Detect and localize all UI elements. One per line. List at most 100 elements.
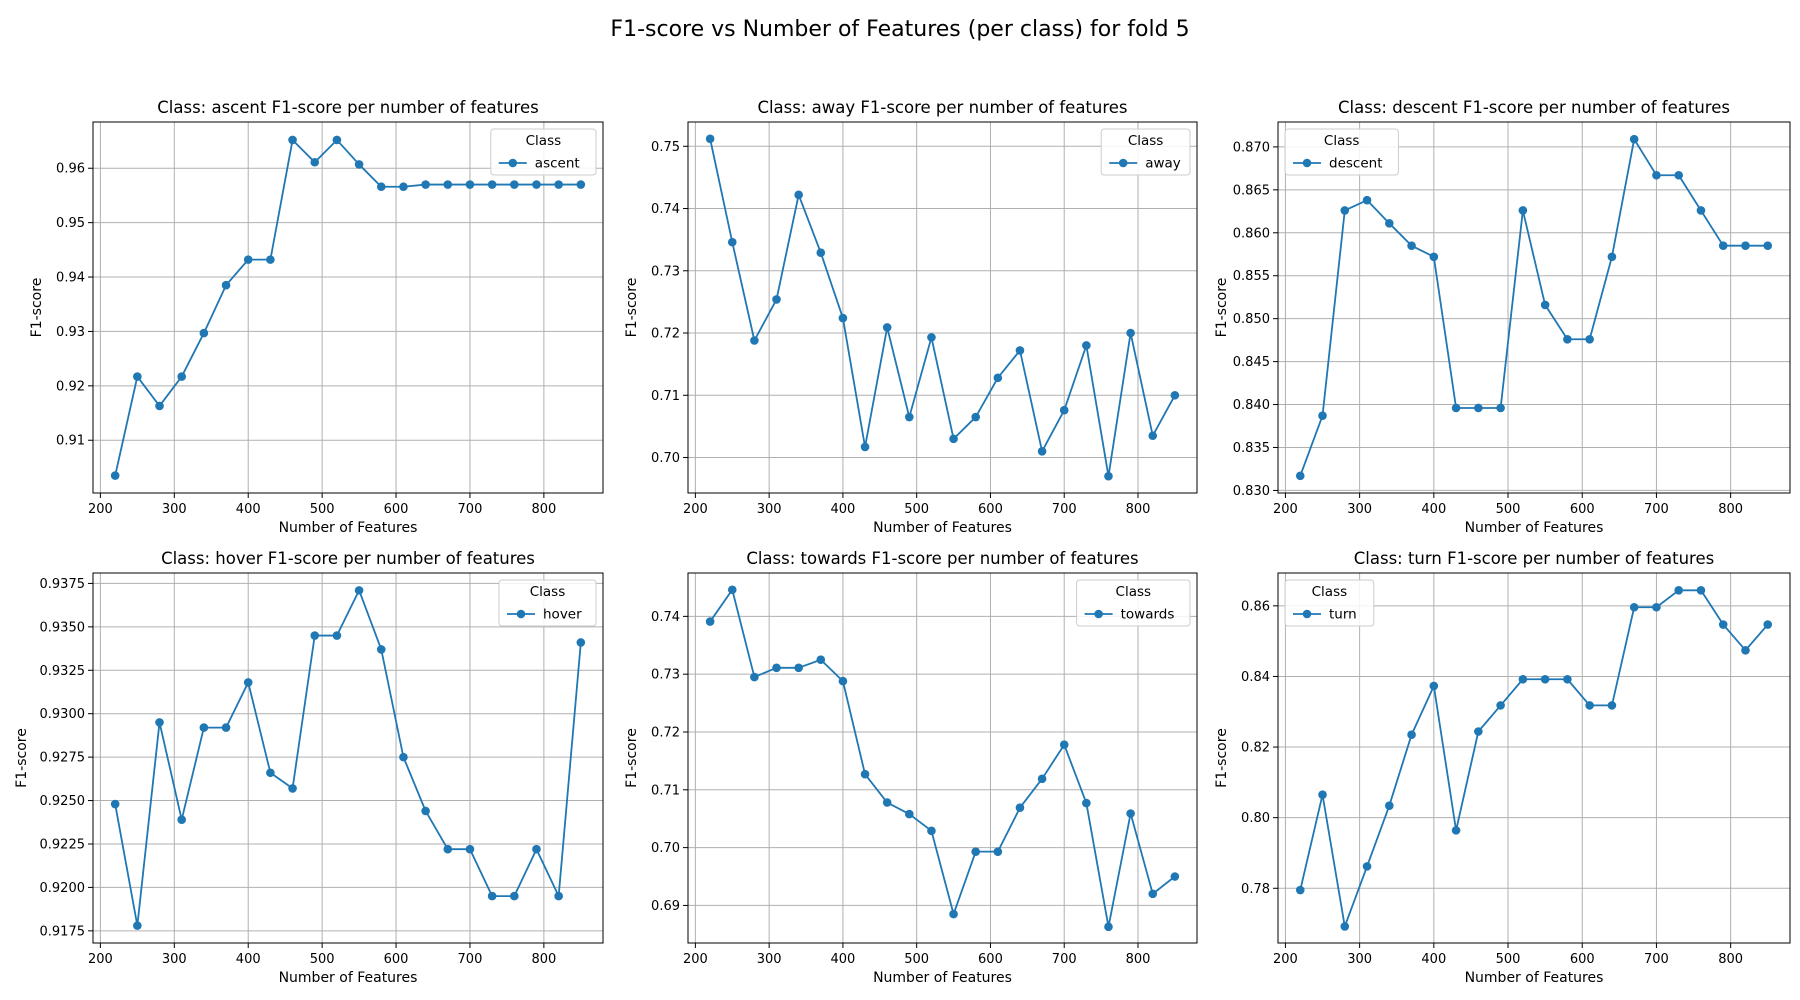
series-line bbox=[1299, 138, 1768, 477]
data-point bbox=[1104, 922, 1113, 932]
data-point bbox=[1763, 241, 1773, 250]
y-tick-label: 0.74 bbox=[651, 202, 680, 217]
x-axis-label: Number of Features bbox=[873, 520, 1012, 536]
data-point bbox=[794, 190, 803, 200]
data-point bbox=[1318, 790, 1327, 800]
x-tick-label: 200 bbox=[88, 502, 113, 517]
data-point bbox=[750, 336, 759, 345]
data-point bbox=[376, 182, 386, 192]
chart-title: Class: ascent F1-score per number of fea… bbox=[157, 98, 538, 117]
data-point bbox=[554, 891, 563, 901]
y-axis-label: F1-score bbox=[624, 278, 640, 338]
data-point bbox=[1718, 241, 1728, 250]
x-tick-label: 700 bbox=[1644, 952, 1669, 967]
legend: Class turn bbox=[1284, 579, 1375, 627]
y-tick-label: 0.95 bbox=[56, 216, 85, 231]
chart-panel: 200 300 400 500 600 700 800 0.9175 0.9200 0.9225 0… bbox=[14, 549, 604, 986]
data-point bbox=[1059, 740, 1069, 750]
legend-title: Class bbox=[530, 584, 566, 600]
x-tick-label: 800 bbox=[1718, 502, 1743, 517]
y-tick-label: 0.9250 bbox=[40, 794, 86, 809]
x-tick-label: 200 bbox=[1273, 952, 1298, 967]
axes-frame bbox=[687, 572, 1198, 944]
data-point bbox=[1407, 730, 1416, 739]
data-point bbox=[354, 586, 364, 595]
data-point bbox=[927, 826, 936, 836]
data-point bbox=[465, 844, 475, 854]
x-tick-label: 300 bbox=[1347, 952, 1372, 967]
data-point bbox=[1629, 134, 1639, 144]
data-point bbox=[1474, 727, 1483, 736]
data-point bbox=[199, 723, 209, 732]
data-point bbox=[838, 313, 848, 323]
data-point bbox=[1340, 922, 1350, 931]
data-point bbox=[1104, 471, 1113, 481]
data-point bbox=[1015, 346, 1025, 355]
data-point bbox=[532, 844, 541, 854]
data-point bbox=[1607, 252, 1617, 262]
data-point bbox=[772, 295, 781, 304]
y-tick-label: 0.855 bbox=[1233, 269, 1270, 284]
data-point bbox=[1082, 341, 1091, 350]
y-tick-label: 0.73 bbox=[651, 264, 680, 279]
data-point bbox=[1718, 620, 1728, 629]
chart-panel: 200 300 400 500 600 700 800 0.78 0.80 0.82 0.84 0.8… bbox=[1214, 549, 1791, 986]
y-tick-label: 0.835 bbox=[1233, 441, 1270, 456]
data-point bbox=[1340, 206, 1350, 215]
data-point bbox=[266, 255, 275, 264]
y-tick-label: 0.71 bbox=[651, 783, 680, 798]
legend: Class hover bbox=[498, 579, 597, 627]
y-axis-label: F1-score bbox=[1214, 728, 1230, 788]
data-point bbox=[1652, 170, 1661, 180]
data-point bbox=[354, 160, 364, 169]
y-tick-label: 0.94 bbox=[56, 271, 85, 286]
x-tick-label: 500 bbox=[1496, 952, 1521, 967]
y-tick-label: 0.92 bbox=[56, 379, 85, 394]
y-tick-label: 0.9325 bbox=[40, 664, 86, 679]
data-point bbox=[1429, 252, 1439, 262]
x-tick-label: 300 bbox=[162, 502, 187, 517]
data-point bbox=[949, 909, 958, 919]
data-point bbox=[310, 157, 320, 167]
data-point bbox=[310, 631, 320, 640]
legend-label: towards bbox=[1121, 607, 1175, 623]
data-point bbox=[1696, 206, 1706, 215]
x-tick-label: 300 bbox=[757, 952, 782, 967]
x-tick-label: 300 bbox=[1347, 502, 1372, 517]
data-point bbox=[1629, 602, 1639, 612]
data-point bbox=[1385, 219, 1394, 228]
axes-frame bbox=[687, 121, 1198, 494]
data-point bbox=[727, 585, 737, 595]
data-point bbox=[155, 718, 164, 727]
legend-marker bbox=[1302, 609, 1312, 619]
chart-panel: 200 300 400 500 600 700 800 0.69 0.70 0.71 0.72 0.7… bbox=[624, 549, 1198, 986]
legend-marker bbox=[1094, 609, 1103, 619]
chart-title: Class: hover F1-score per number of feat… bbox=[161, 549, 535, 568]
chart-panel: 200 300 400 500 600 700 800 0.91 0.92 0.93 0.94 0.9… bbox=[29, 98, 604, 536]
y-axis-label: F1-score bbox=[14, 728, 30, 788]
data-point bbox=[1563, 334, 1572, 344]
y-tick-label: 0.830 bbox=[1233, 484, 1270, 499]
y-tick-label: 0.9375 bbox=[40, 577, 86, 592]
data-point bbox=[1295, 471, 1305, 481]
y-tick-label: 0.93 bbox=[56, 325, 85, 340]
data-point bbox=[1385, 801, 1394, 810]
data-point bbox=[1474, 403, 1483, 413]
y-tick-label: 0.70 bbox=[651, 841, 680, 856]
y-tick-label: 0.86 bbox=[1241, 599, 1270, 614]
data-point bbox=[443, 844, 453, 854]
y-tick-label: 0.9350 bbox=[40, 620, 86, 635]
data-point bbox=[332, 631, 342, 640]
x-tick-label: 700 bbox=[1052, 952, 1077, 967]
data-point bbox=[1082, 798, 1091, 808]
data-point bbox=[399, 182, 408, 192]
data-point bbox=[243, 678, 253, 687]
data-point bbox=[1429, 681, 1439, 691]
x-tick-label: 500 bbox=[904, 502, 929, 517]
data-point bbox=[1295, 885, 1305, 895]
x-tick-label: 400 bbox=[830, 952, 855, 967]
legend-marker bbox=[1302, 158, 1312, 168]
data-point bbox=[1362, 862, 1372, 871]
data-point bbox=[750, 672, 759, 682]
data-point bbox=[927, 333, 936, 342]
